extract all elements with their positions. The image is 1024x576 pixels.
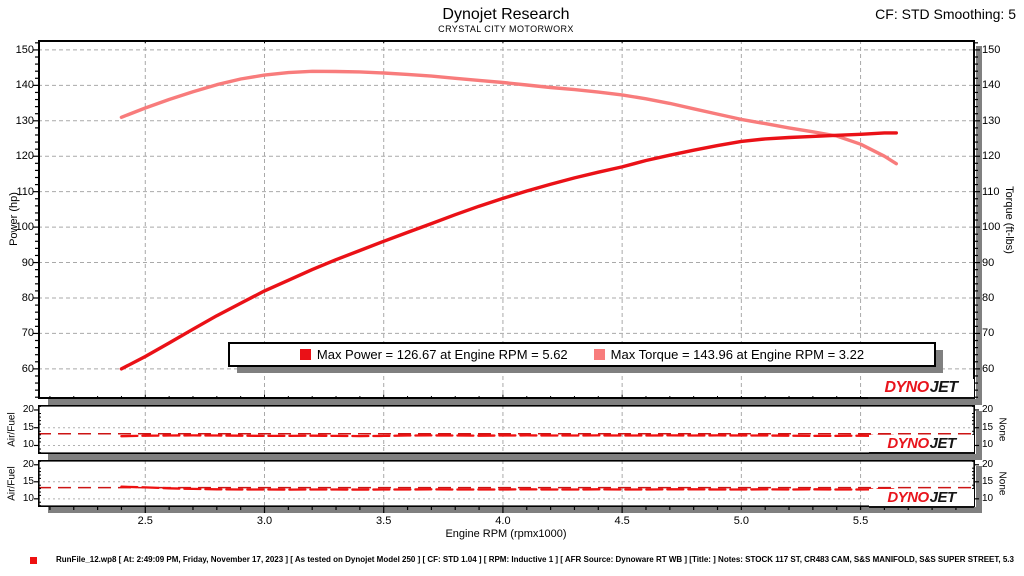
status-bar: RunFile_12.wp8 [ At: 2:49:09 PM, Friday,… — [56, 555, 1014, 564]
max-torque-text: Max Torque = 143.96 at Engine RPM = 3.22 — [610, 347, 865, 362]
y-tick-label: 15 — [22, 475, 34, 487]
legend-entry-power: Max Power = 126.67 at Engine RPM = 5.62 — [299, 347, 568, 362]
logo-jet-text: JET — [929, 434, 957, 452]
legend-entry-torque: Max Torque = 143.96 at Engine RPM = 3.22 — [593, 347, 865, 362]
air-fuel-run-1-curve — [120, 434, 898, 438]
y-tick-label-right: 70 — [982, 327, 995, 340]
y-tick-label-right: 150 — [982, 43, 1001, 56]
y-tick-label: 20 — [22, 403, 34, 415]
dynojet-logo-afr1: DYNO JET — [869, 435, 974, 454]
x-tick-label: 3.5 — [376, 515, 392, 527]
y-tick-label: 100 — [15, 221, 34, 234]
max-values-legend: Max Power = 126.67 at Engine RPM = 5.62 … — [228, 342, 936, 367]
torque-ft-lbs--curve — [119, 69, 898, 166]
afr-chart-1 — [34, 405, 979, 455]
power-hp--curve — [119, 131, 898, 371]
logo-jet-text: JET — [929, 379, 958, 396]
y-tick-label: 60 — [21, 362, 34, 375]
x-tick-label: 4.0 — [495, 515, 511, 527]
y-tick-label-right: 110 — [982, 185, 1000, 198]
afr1-shadow-bottom — [48, 454, 982, 460]
logo-dyno-text: DYNO — [887, 488, 929, 506]
torque-swatch-icon — [593, 349, 605, 360]
plot-border — [38, 405, 976, 455]
plot-border — [38, 460, 976, 508]
air-fuel-run-2-curve — [120, 485, 898, 491]
y-tick-label: 15 — [22, 421, 34, 433]
y-tick-label-right: 10 — [982, 439, 994, 451]
page-title: Dynojet Research — [442, 6, 570, 23]
dynojet-logo: DYNO JET — [868, 379, 974, 399]
y-tick-label-right: 140 — [982, 79, 1001, 92]
y-tick-label: 110 — [16, 185, 34, 198]
y-tick-label-right: 20 — [982, 458, 994, 470]
x-tick-label: 4.5 — [614, 515, 630, 527]
y-tick-label: 90 — [21, 256, 34, 269]
y-tick-label-right: 100 — [982, 221, 1001, 234]
max-power-text: Max Power = 126.67 at Engine RPM = 5.62 — [316, 347, 568, 362]
x-tick-label: 5.0 — [733, 515, 749, 527]
y-tick-label-right: 15 — [982, 421, 994, 433]
dynojet-logo-afr2: DYNO JET — [869, 489, 974, 508]
power-swatch-icon — [299, 349, 311, 360]
y-tick-label: 120 — [15, 150, 34, 163]
main-chart-shadow-right — [976, 46, 982, 405]
x-tick-label: 3.0 — [256, 515, 273, 527]
afr-chart-2 — [34, 460, 979, 513]
logo-dyno-text: DYNO — [884, 379, 929, 396]
smoothing-setting: CF: STD Smoothing: 5 — [875, 6, 1016, 22]
logo-dyno-text: DYNO — [887, 434, 929, 452]
plot-border — [38, 40, 975, 399]
main-power-torque-chart — [33, 40, 980, 399]
y-tick-label: 80 — [21, 291, 34, 304]
afr1-shadow-right — [976, 411, 982, 460]
afr2-shadow-bottom — [48, 507, 982, 513]
y-tick-label: 10 — [22, 492, 34, 504]
y-tick-label: 140 — [15, 79, 34, 92]
y-tick-label-right: 130 — [982, 114, 1001, 127]
y-tick-label-right: 20 — [982, 403, 994, 415]
logo-jet-text: JET — [929, 488, 957, 506]
run-bullet-icon — [30, 557, 37, 564]
y-tick-label-right: 90 — [982, 256, 995, 269]
y-tick-label-right: 120 — [982, 150, 1001, 163]
y-tick-label: 10 — [22, 439, 34, 451]
y-tick-label-right: 15 — [982, 475, 994, 487]
x-axis-label: Engine RPM (rpmx1000) — [445, 528, 567, 540]
y-tick-label-right: 60 — [982, 362, 995, 375]
main-chart-shadow-bottom — [48, 399, 982, 405]
y-tick-label-right: 80 — [982, 291, 995, 304]
x-tick-label: 5.5 — [852, 515, 869, 527]
y-tick-label-right: 10 — [982, 492, 994, 504]
page-subtitle: CRYSTAL CITY MOTORWORX — [438, 24, 574, 34]
afr2-shadow-right — [976, 466, 982, 513]
y-tick-label: 20 — [22, 458, 34, 470]
y-tick-label: 130 — [15, 114, 34, 127]
y-tick-label: 150 — [15, 43, 34, 56]
x-tick-label: 2.5 — [137, 515, 153, 527]
y-tick-label: 70 — [21, 327, 34, 340]
